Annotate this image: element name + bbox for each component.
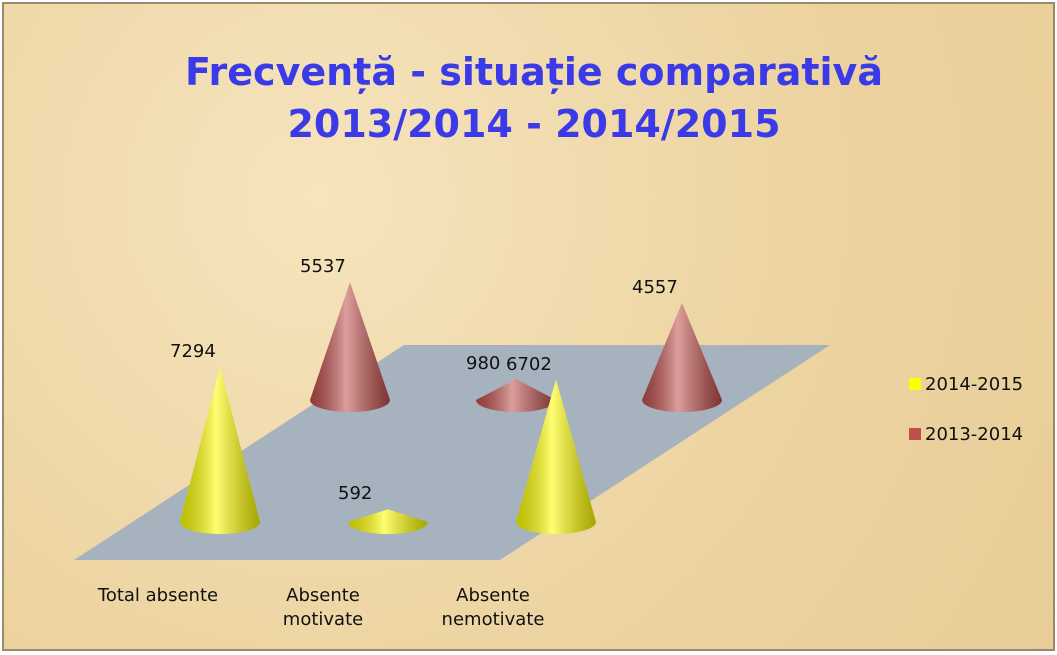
x-tick-label: Absente motivate — [282, 585, 364, 630]
value-label: 6702 — [506, 353, 552, 375]
cone-shade — [516, 379, 596, 534]
value-label: 4557 — [632, 277, 678, 299]
legend-swatch — [909, 428, 921, 440]
cone-shade — [642, 303, 722, 412]
cone-shade — [180, 367, 260, 534]
legend-entry: 2014-2015 — [909, 374, 1023, 395]
floor — [74, 345, 830, 560]
cone-shade — [310, 282, 390, 412]
legend-entry: 2013-2014 — [909, 424, 1023, 445]
value-label: 7294 — [170, 341, 216, 362]
value-label: 592 — [338, 483, 373, 505]
legend-label: 2013-2014 — [925, 424, 1024, 445]
value-label: 5537 — [300, 256, 346, 278]
legend-swatch — [909, 378, 921, 390]
chart-title: Frecvență - situație comparativă 2013/20… — [185, 50, 883, 146]
legend-label: 2014-2015 — [925, 374, 1024, 395]
plot — [74, 282, 830, 560]
x-tick-label: Absente nemotivate — [441, 585, 545, 630]
cone-shade — [476, 379, 556, 412]
value-label: 980 — [466, 353, 501, 375]
cone-shade — [348, 509, 428, 534]
x-tick-label: Total absente — [97, 585, 219, 606]
